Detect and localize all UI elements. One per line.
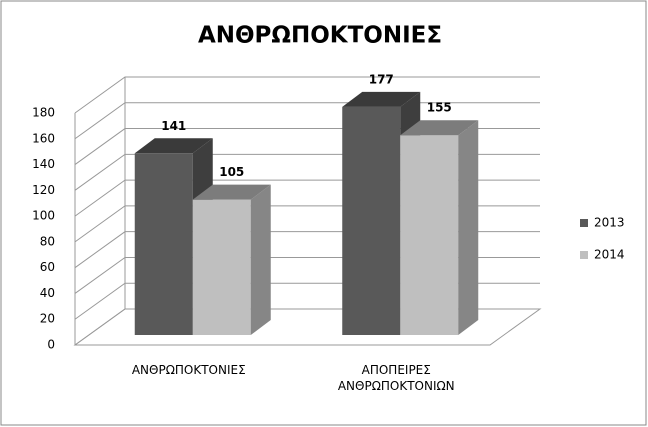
y-tick-label: 120 (32, 183, 55, 197)
y-tick-label: 160 (32, 131, 55, 145)
y-tick-label: 20 (40, 312, 55, 326)
y-tick-label: 180 (32, 106, 55, 120)
bar-top (134, 138, 213, 154)
bar-top (192, 184, 271, 200)
value-label: 177 (369, 72, 394, 86)
legend-swatch (580, 219, 588, 227)
value-label: 155 (427, 101, 452, 115)
legend-label: 2014 (594, 248, 625, 262)
bar (400, 135, 459, 335)
grid-line (74, 76, 540, 114)
bar (134, 153, 193, 335)
value-label: 105 (219, 165, 244, 179)
value-label: 141 (161, 119, 186, 133)
y-tick-label: 60 (40, 260, 55, 274)
bar (342, 106, 401, 335)
bar-top (342, 91, 421, 107)
legend-swatch (580, 251, 588, 259)
y-tick-label: 140 (32, 157, 55, 171)
x-tick-label: ΑΠΟΠΕΙΡΕΣ ΑΝΘΡΩΠΟΚΤΟΝΙΩΝ (337, 363, 455, 393)
legend-label: 2013 (594, 216, 625, 230)
bar-side (250, 184, 271, 335)
y-tick-label: 0 (47, 338, 55, 352)
x-tick-label: ΑΝΘΡΩΠΟΚΤΟΝΙΕΣ (131, 363, 246, 377)
y-tick-label: 40 (40, 286, 55, 300)
bar-top (400, 120, 479, 136)
y-tick-label: 100 (32, 209, 55, 223)
chart-title: ΑΝΘΡΩΠΟΚΤΟΝΙΕΣ (198, 23, 442, 49)
bar-side (458, 120, 479, 335)
y-tick-label: 80 (40, 234, 55, 248)
bar (192, 199, 251, 335)
